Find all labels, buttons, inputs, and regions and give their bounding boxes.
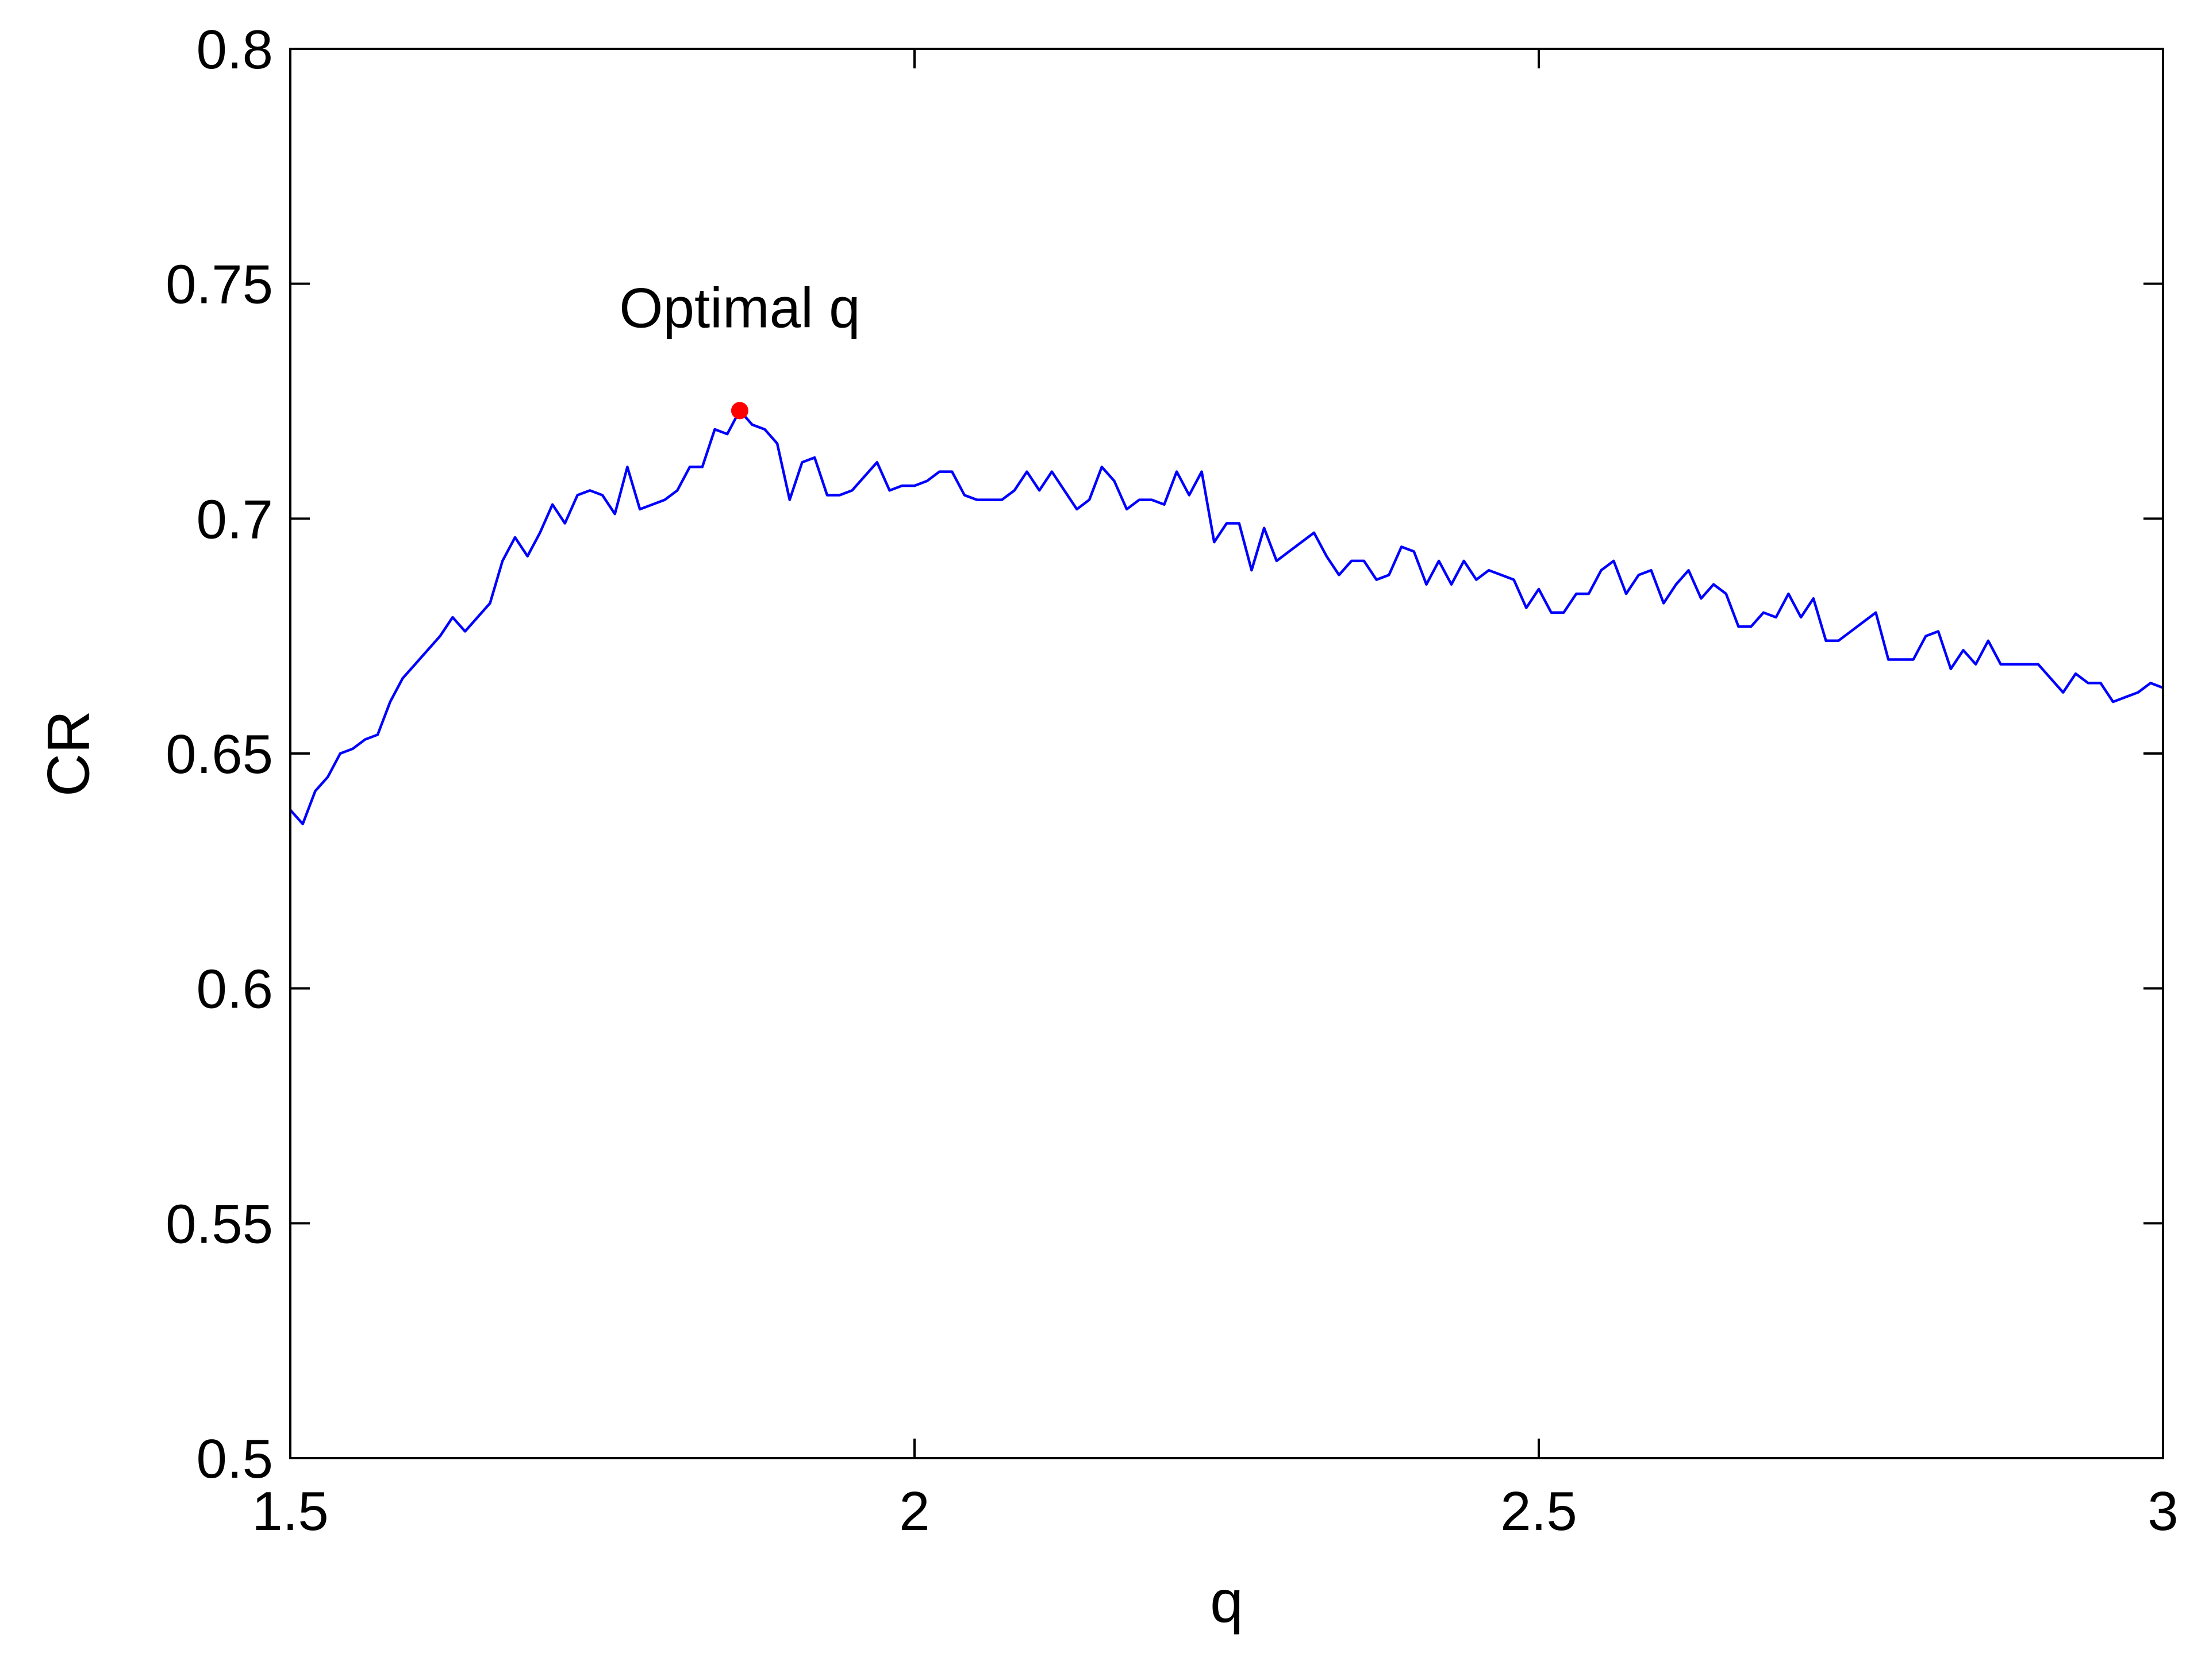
x-tick-label: 3 bbox=[2147, 1481, 2178, 1542]
y-tick-label: 0.55 bbox=[166, 1193, 273, 1255]
ticks-layer bbox=[289, 48, 2164, 1459]
y-tick-label: 0.8 bbox=[197, 19, 273, 80]
y-tick-label: 0.65 bbox=[166, 724, 273, 785]
y-tick-label: 0.75 bbox=[166, 254, 273, 316]
x-tick-label: 2.5 bbox=[1500, 1481, 1577, 1542]
optimal-q-annotation: Optimal q bbox=[619, 276, 860, 339]
x-tick-labels: 1.5 2 2.5 3 bbox=[252, 1481, 2178, 1542]
y-tick-labels: 0.5 0.55 0.6 0.65 0.7 0.75 0.8 bbox=[166, 19, 273, 1490]
x-tick-label: 2 bbox=[899, 1481, 929, 1542]
series-line bbox=[289, 409, 2164, 825]
y-tick-label: 0.6 bbox=[197, 959, 273, 1020]
plot-area-frame bbox=[289, 48, 2164, 1459]
x-axis-label: q bbox=[1210, 1568, 1243, 1635]
y-axis-label: CR bbox=[35, 710, 102, 797]
x-tick-label: 1.5 bbox=[252, 1481, 328, 1542]
y-tick-label: 0.5 bbox=[197, 1428, 273, 1490]
y-tick-label: 0.7 bbox=[197, 489, 273, 550]
series-layer bbox=[289, 409, 2164, 825]
optimal-point-marker bbox=[731, 402, 748, 420]
annotation-layer: Optimal q bbox=[619, 276, 860, 420]
